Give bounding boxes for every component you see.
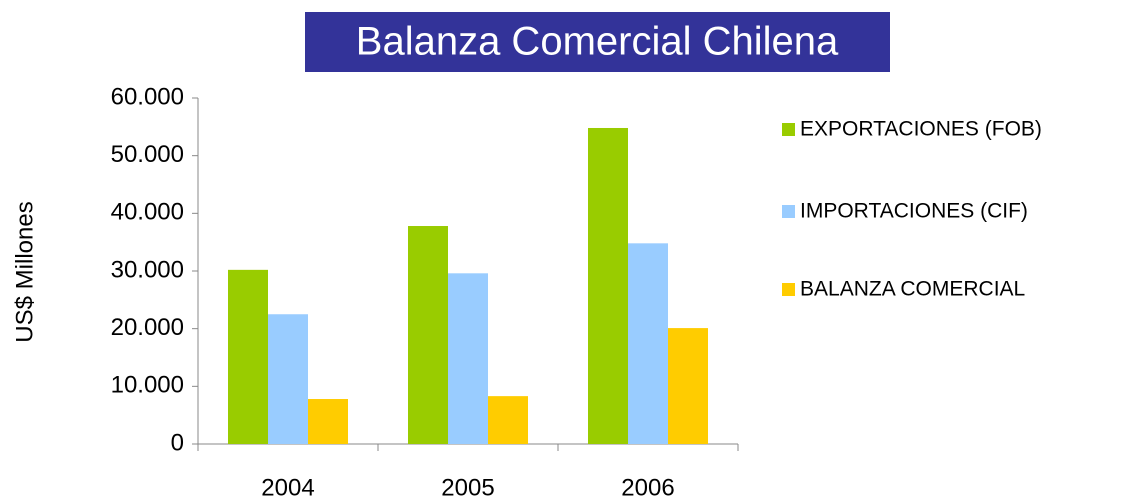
- legend-swatch: [782, 205, 795, 218]
- bar: [668, 328, 708, 444]
- y-tick-label: 10.000: [111, 372, 184, 399]
- bar: [628, 243, 668, 444]
- bar: [408, 226, 448, 444]
- bar: [448, 273, 488, 444]
- y-tick-label: 50.000: [111, 141, 184, 168]
- legend-label: BALANZA COMERCIAL: [800, 278, 1025, 301]
- y-tick-label: 40.000: [111, 199, 184, 226]
- chart-title: Balanza Comercial Chilena: [356, 20, 839, 64]
- bar: [268, 314, 308, 444]
- legend-label: EXPORTACIONES (FOB): [800, 118, 1042, 141]
- title-box: [305, 12, 890, 72]
- bar: [228, 269, 268, 444]
- x-tick-label: 2006: [621, 474, 674, 501]
- legend-label: IMPORTACIONES (CIF): [800, 200, 1028, 223]
- bar: [488, 396, 528, 444]
- y-tick-label: 60.000: [111, 83, 184, 110]
- bar: [588, 127, 628, 444]
- x-tick-label: 2005: [441, 474, 494, 501]
- y-axis-label: US$ Millones: [11, 201, 38, 342]
- legend-swatch: [782, 283, 795, 296]
- y-tick-label: 20.000: [111, 314, 184, 341]
- x-tick-label: 2004: [261, 474, 314, 501]
- bar: [308, 399, 348, 444]
- y-tick-label: 0: [171, 429, 184, 456]
- y-tick-label: 30.000: [111, 256, 184, 283]
- legend-swatch: [782, 123, 795, 136]
